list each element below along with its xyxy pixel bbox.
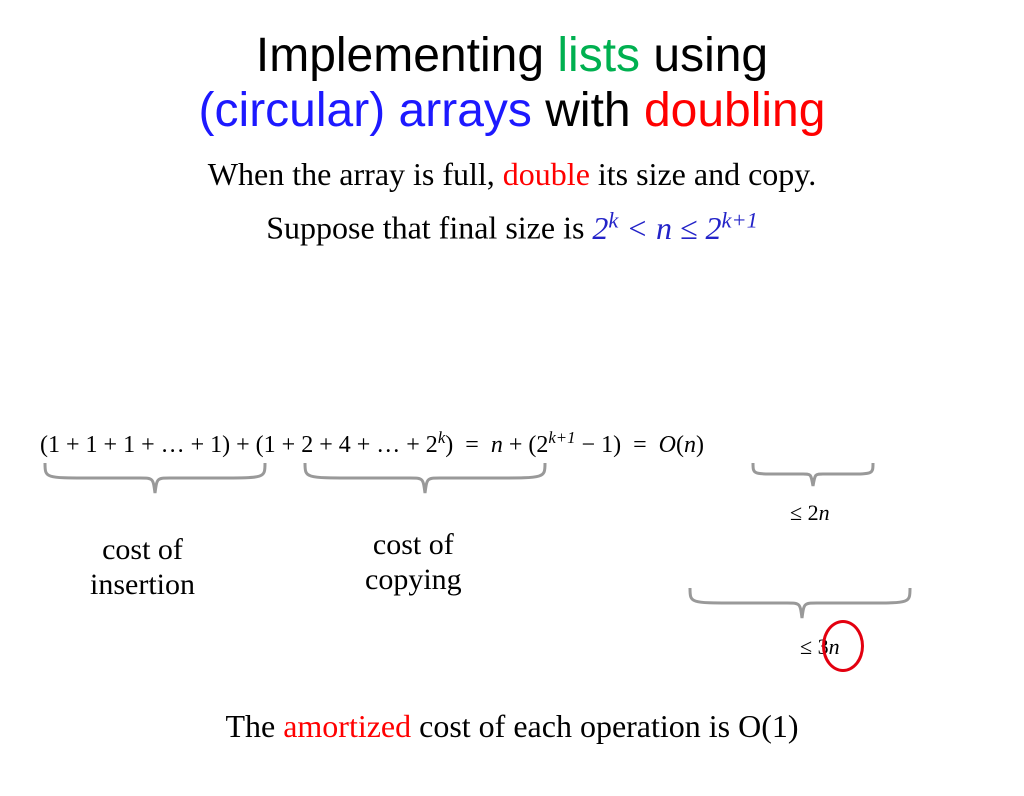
size-bound-math: 2k < n ≤ 2k+1 [592, 210, 757, 246]
brace-insertion [40, 458, 270, 518]
eq-equals1: = [459, 432, 491, 458]
title-seg-doubling: doubling [644, 84, 826, 137]
title-seg-1: Implementing [256, 29, 557, 82]
title-seg-5: with [532, 84, 644, 137]
eq-rhs-paren: (2k+1 − 1) [528, 432, 621, 458]
bound-2n: ≤ 2n [790, 500, 830, 526]
conclusion-amortized: amortized [283, 708, 411, 744]
cost-equation: (1 + 1 + 1 + … + 1) + (1 + 2 + 4 + … + 2… [40, 428, 704, 459]
title-seg-lists: lists [557, 29, 640, 82]
title-seg-3: using [640, 29, 768, 82]
title-seg-arrays: (circular) arrays [199, 84, 532, 137]
eq-plus: + [236, 432, 256, 458]
subtitle1-double: double [503, 156, 590, 192]
eq-equals2: = [627, 432, 659, 458]
subtitle-line-2: Suppose that final size is 2k < n ≤ 2k+1 [0, 207, 1024, 247]
label-insertion: cost ofinsertion [90, 533, 195, 602]
conclusion-line: The amortized cost of each operation is … [0, 708, 1024, 745]
brace-3n [685, 583, 915, 635]
eq-copy-sum: (1 + 2 + 4 + … + 2k) [256, 432, 454, 458]
highlight-oval [822, 620, 864, 672]
eq-bigO: O(n) [659, 432, 704, 458]
slide-title: Implementing lists using (circular) arra… [0, 28, 1024, 138]
conclusion-c: cost of each operation is O(1) [411, 708, 798, 744]
brace-2n [748, 458, 878, 502]
subtitle1-a: When the array is full, [208, 156, 503, 192]
eq-rhs-n: n + [491, 432, 529, 458]
subtitle1-c: its size and copy. [590, 156, 816, 192]
subtitle-line-1: When the array is full, double its size … [0, 156, 1024, 193]
label-copying: cost ofcopying [365, 528, 462, 597]
subtitle2-a: Suppose that final size is [266, 210, 592, 246]
conclusion-a: The [225, 708, 283, 744]
eq-insert-sum: (1 + 1 + 1 + … + 1) [40, 432, 230, 458]
brace-copying [300, 458, 550, 518]
